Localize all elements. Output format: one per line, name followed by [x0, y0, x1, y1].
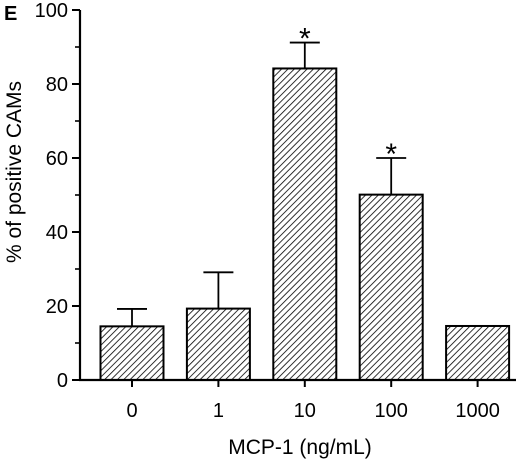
x-axis-title: MCP-1 (ng/mL) [228, 436, 372, 459]
bar-0 [99, 325, 165, 382]
bars-layer [99, 67, 511, 382]
panel-label: E [4, 3, 17, 25]
y-tick-label-0: 0 [57, 370, 68, 392]
bar-100 [358, 193, 424, 381]
tick-labels-layer: 0 1 10 100 1000 0 20 40 60 80 100 [35, 0, 500, 422]
y-tick-label-40: 40 [46, 222, 68, 244]
y-tick-label-60: 60 [46, 148, 68, 170]
axes-layer [72, 9, 516, 387]
x-tick-label-100: 100 [375, 400, 408, 422]
significance-layer: ** [299, 23, 397, 171]
bar-10 [272, 67, 338, 382]
y-axis-title: % of positive CAMs [3, 81, 26, 263]
significance-star-10: * [299, 23, 311, 56]
significance-star-100: * [385, 138, 397, 171]
y-tick-label-100: 100 [35, 0, 68, 22]
bar-1000 [445, 324, 511, 382]
x-tick-label-0: 0 [126, 400, 137, 422]
error-bars-layer [117, 41, 407, 327]
y-tick-label-80: 80 [46, 74, 68, 96]
x-tick-label-1: 1 [213, 400, 224, 422]
x-tick-label-10: 10 [294, 400, 316, 422]
x-tick-label-1000: 1000 [455, 400, 500, 422]
bar-1 [185, 307, 251, 381]
y-tick-label-20: 20 [46, 296, 68, 318]
